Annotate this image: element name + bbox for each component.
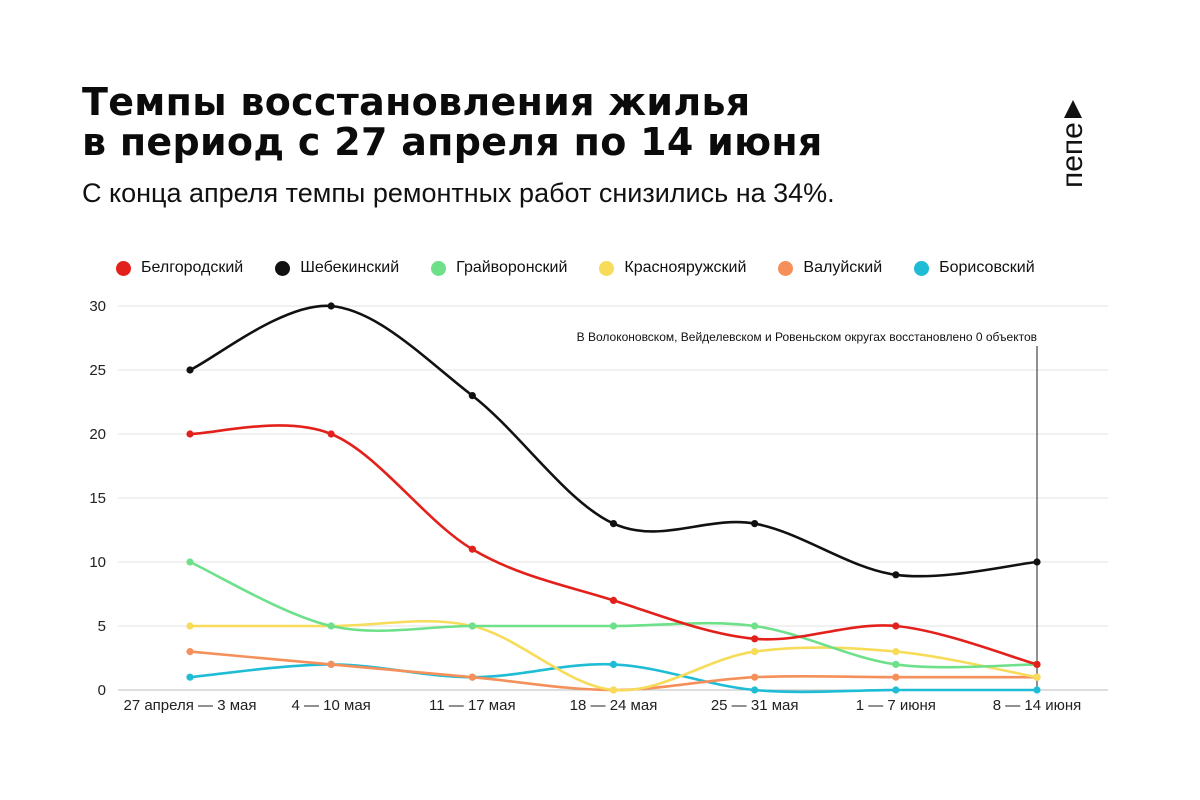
x-tick-label: 4 — 10 мая bbox=[292, 697, 371, 714]
legend-marker bbox=[778, 260, 794, 276]
data-point bbox=[186, 430, 194, 438]
data-point bbox=[751, 520, 759, 528]
data-point bbox=[892, 686, 900, 694]
data-point bbox=[468, 545, 476, 553]
y-tick-label: 25 bbox=[89, 362, 106, 379]
series-group bbox=[186, 619, 1041, 694]
x-tick-label: 25 — 31 мая bbox=[711, 697, 799, 714]
legend-item: Борисовский bbox=[914, 259, 1035, 277]
data-point bbox=[609, 660, 618, 669]
data-point bbox=[609, 520, 618, 528]
series-line bbox=[188, 619, 1039, 692]
data-point bbox=[186, 558, 194, 566]
data-point bbox=[327, 430, 335, 438]
x-tick-label: 8 — 14 июня bbox=[993, 697, 1082, 714]
series-group bbox=[186, 424, 1041, 669]
data-point bbox=[468, 673, 476, 681]
legend-label: Белгородский bbox=[141, 259, 244, 276]
legend-item: Краснояружский bbox=[599, 259, 746, 277]
x-tick-label: 18 — 24 мая bbox=[570, 697, 658, 714]
y-tick-label: 0 bbox=[98, 682, 106, 699]
legend-label: Грайворонский bbox=[456, 259, 568, 276]
data-point bbox=[186, 622, 194, 630]
legend-marker bbox=[431, 260, 447, 276]
y-tick-label: 30 bbox=[89, 298, 106, 315]
data-point bbox=[1033, 660, 1041, 669]
data-point bbox=[751, 635, 759, 643]
annotation-text: В Волоконовском, Вейделевском и Ровеньск… bbox=[577, 330, 1037, 344]
data-point bbox=[892, 660, 900, 669]
data-point bbox=[609, 622, 618, 630]
legend-marker bbox=[914, 260, 930, 276]
data-point bbox=[1033, 686, 1041, 694]
data-point bbox=[751, 686, 759, 694]
legend-label: Валуйский bbox=[803, 259, 883, 276]
data-point bbox=[751, 648, 759, 656]
series-group bbox=[186, 302, 1041, 579]
data-point bbox=[186, 673, 194, 681]
x-tick-label: 27 апреля — 3 мая bbox=[123, 697, 256, 714]
grid bbox=[118, 305, 1108, 627]
y-tick-label: 15 bbox=[89, 490, 106, 507]
legend-label: Шебекинский bbox=[300, 259, 400, 276]
data-point bbox=[892, 622, 900, 630]
legend-label: Борисовский bbox=[939, 259, 1035, 276]
x-tick-label: 1 — 7 июня bbox=[856, 697, 936, 714]
data-point bbox=[186, 648, 194, 656]
series-line bbox=[188, 304, 1039, 578]
x-tick-label: 11 — 17 мая bbox=[429, 697, 516, 714]
data-point bbox=[327, 660, 335, 669]
data-point bbox=[892, 673, 900, 681]
chart-legend: Белгородский Шебекинский Грайворонский Крас… bbox=[116, 259, 1067, 277]
data-point bbox=[609, 686, 618, 694]
data-point bbox=[186, 366, 194, 374]
chart-title: Темпы восстановления жилья в период с 27… bbox=[82, 82, 823, 162]
legend-marker bbox=[599, 260, 615, 276]
series-line bbox=[188, 650, 1039, 692]
legend-item: Валуйский bbox=[778, 259, 882, 277]
chart-subtitle: С конца апреля темпы ремонтных работ сни… bbox=[82, 178, 835, 208]
chart-title-line-2: в период с 27 апреля по 14 июня bbox=[82, 120, 823, 164]
data-point bbox=[1033, 558, 1041, 566]
data-point bbox=[609, 596, 618, 605]
y-tick-label: 5 bbox=[98, 618, 106, 635]
legend-label: Краснояружский bbox=[624, 259, 747, 276]
data-point bbox=[1033, 673, 1041, 681]
data-point bbox=[468, 392, 476, 400]
series-line bbox=[188, 560, 1039, 669]
data-point bbox=[327, 622, 335, 630]
legend-item: Грайворонский bbox=[431, 259, 567, 277]
data-point bbox=[751, 622, 759, 630]
legend-marker bbox=[116, 260, 131, 276]
data-point bbox=[468, 622, 476, 630]
data-point bbox=[892, 648, 900, 656]
legend-item: Белгородский bbox=[116, 259, 243, 277]
data-point bbox=[751, 673, 759, 681]
y-tick-label: 10 bbox=[89, 554, 106, 571]
data-point bbox=[327, 302, 335, 310]
y-tick-label: 20 bbox=[89, 426, 106, 443]
chart-title-line-1: Темпы восстановления жилья bbox=[82, 80, 751, 124]
legend-marker bbox=[275, 260, 291, 276]
legend-item: Шебекинский bbox=[275, 259, 399, 277]
data-point bbox=[892, 571, 900, 579]
